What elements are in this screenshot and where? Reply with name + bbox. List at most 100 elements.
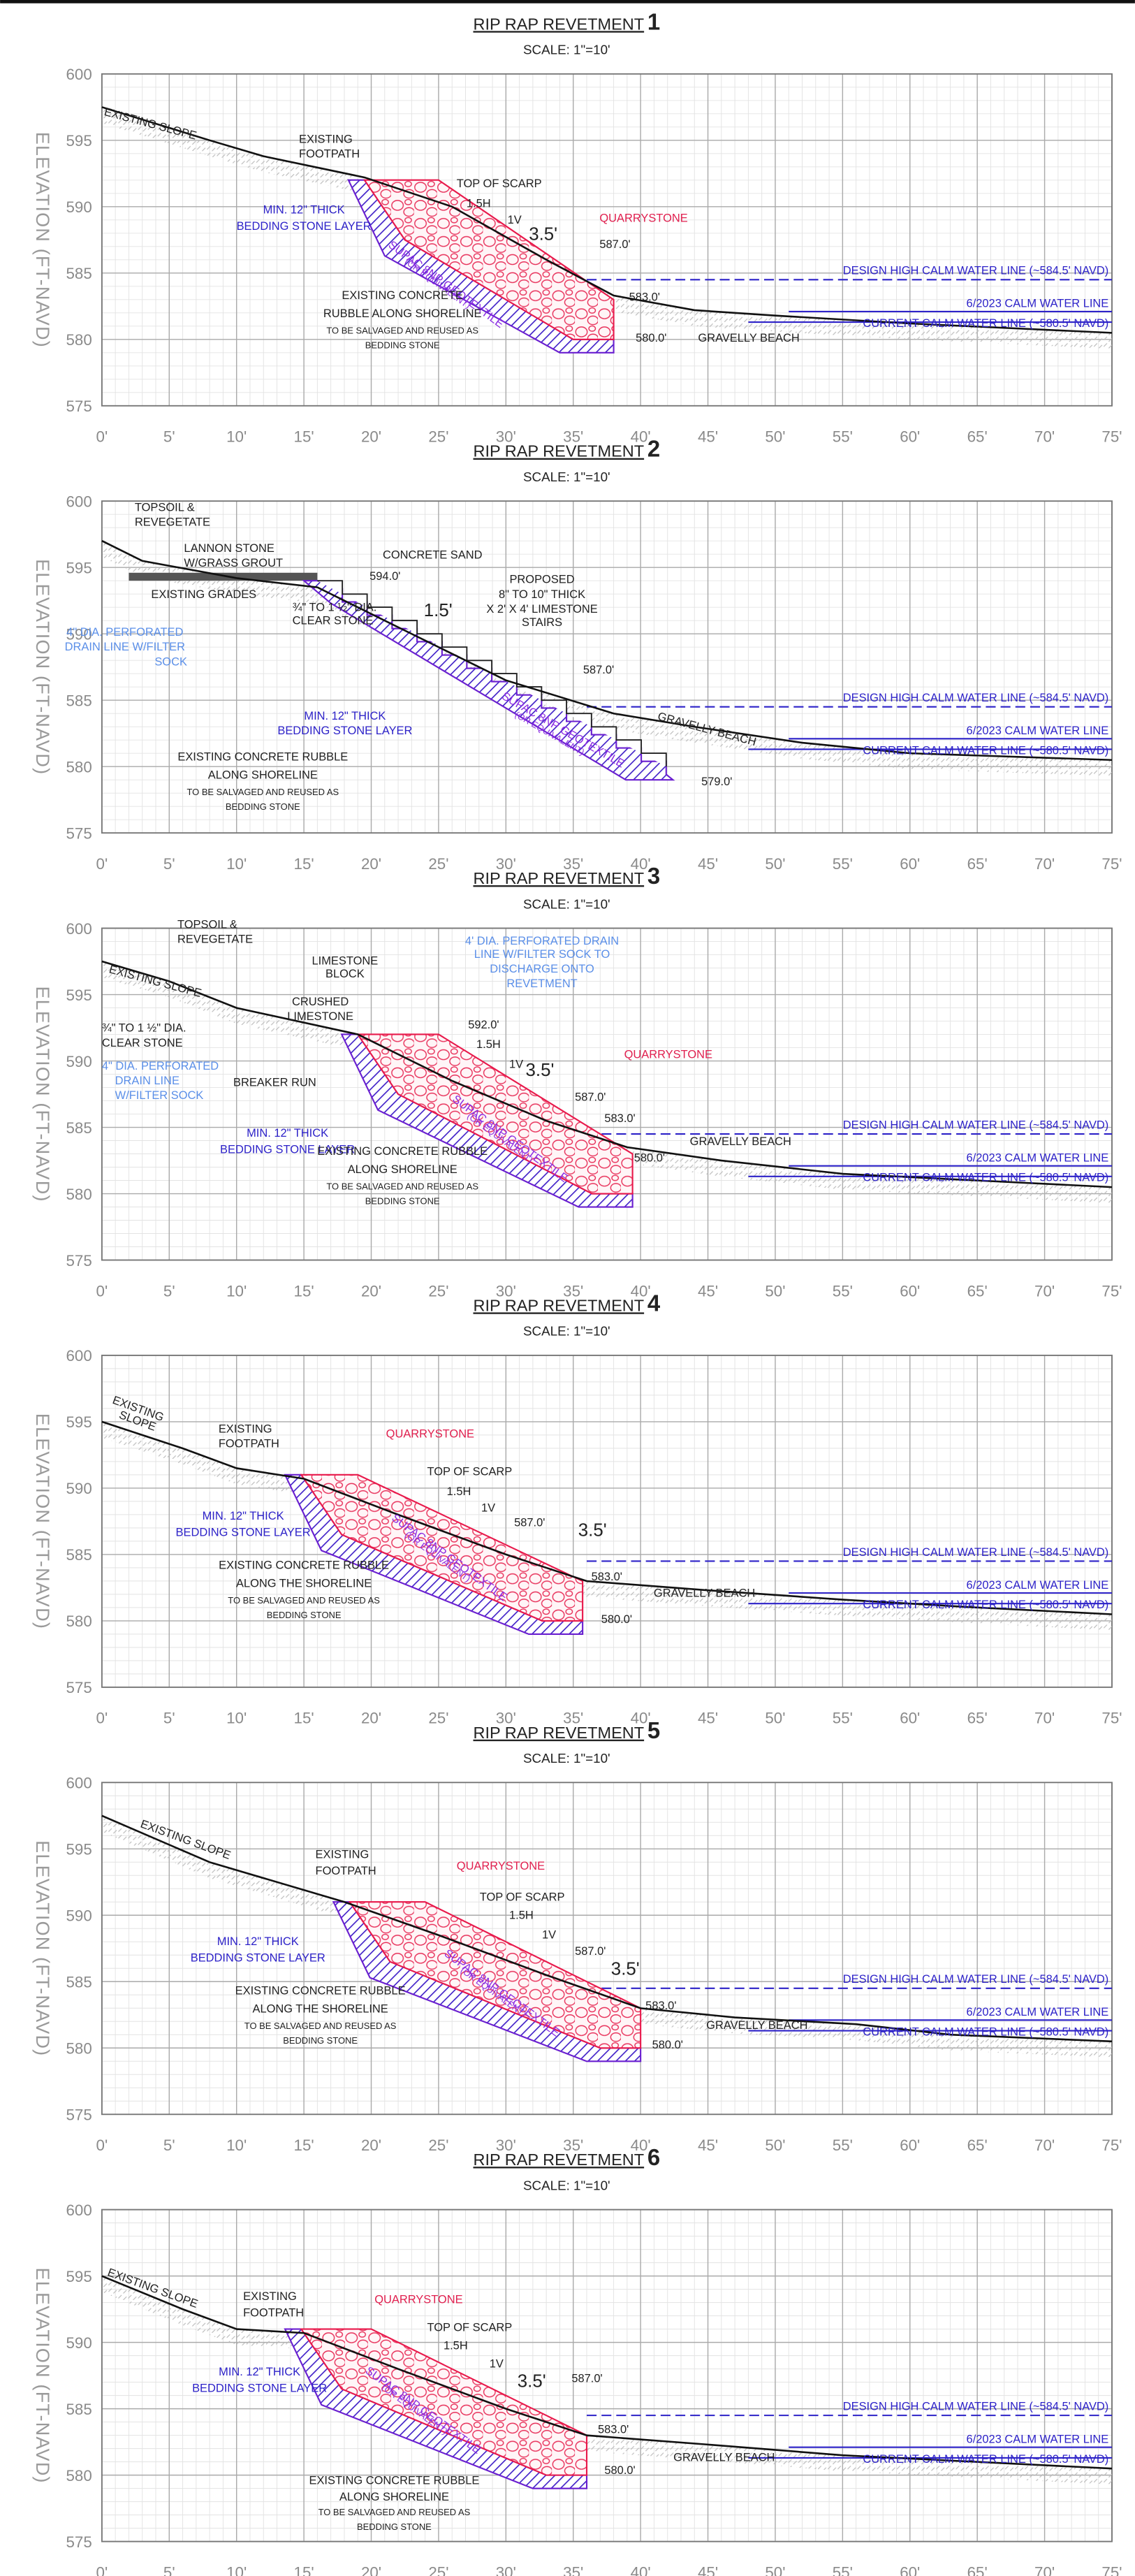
annotation: DESIGN HIGH CALM WATER LINE (~584.5' NAV… — [843, 1546, 1109, 1559]
x-tick-label: 60' — [900, 2137, 920, 2154]
x-tick-label: 5' — [163, 855, 175, 873]
x-tick-label: 75' — [1101, 855, 1122, 873]
annotation: CURRENT CALM WATER LINE (~580.5' NAVD) — [863, 744, 1108, 757]
x-tick-label: 70' — [1034, 1710, 1055, 1727]
annotation: 587.0' — [599, 238, 630, 251]
y-tick-label: 585 — [66, 2401, 92, 2418]
scale-note: SCALE: 1"=10' — [523, 2178, 610, 2192]
y-tick-label: 585 — [66, 1546, 92, 1564]
x-tick-label: 40' — [631, 2137, 651, 2154]
x-tick-label: 20' — [361, 1282, 381, 1300]
section-title: RIP RAP REVETMENT 3 — [473, 863, 660, 889]
annotation: DESIGN HIGH CALM WATER LINE (~584.5' NAV… — [843, 1973, 1109, 1986]
annotation: FOOTPATH — [316, 1865, 376, 1877]
x-tick-label: 40' — [631, 428, 651, 446]
annotation: ALONG SHORELINE — [348, 1163, 457, 1176]
x-tick-label: 45' — [698, 1282, 718, 1300]
title-number: 5 — [647, 1717, 660, 1743]
annotation: ALONG THE SHORELINE — [252, 2002, 388, 2015]
y-tick-label: 575 — [66, 824, 92, 842]
x-tick-label: 30' — [496, 1710, 516, 1727]
y-axis-label: ELEVATION (FT-NAVD) — [32, 986, 53, 1202]
x-tick-label: 15' — [294, 2563, 314, 2576]
annotation: EXISTING GRADES — [151, 588, 256, 601]
x-tick-label: 35' — [563, 2563, 583, 2576]
annotation: 4" DIA. PERFORATED — [102, 1060, 219, 1072]
annotation: BREAKER RUN — [233, 1076, 316, 1089]
title-number: 2 — [647, 436, 660, 462]
x-tick-label: 60' — [900, 1710, 920, 1727]
annotation: TO BE SALVAGED AND REUSED AS — [244, 2021, 397, 2031]
x-tick-label: 75' — [1101, 428, 1122, 446]
annotation: TO BE SALVAGED AND REUSED AS — [326, 325, 478, 335]
x-tick-label: 40' — [631, 1710, 651, 1727]
y-tick-label: 600 — [66, 66, 92, 83]
y-tick-label: 595 — [66, 2268, 92, 2285]
annotation: 580.0' — [634, 1151, 665, 1164]
existing-grade — [101, 1814, 1113, 2043]
x-tick-label: 55' — [833, 855, 853, 873]
annotation: BEDDING STONE LAYER — [192, 2382, 327, 2395]
annotation: REVEGETATE — [177, 933, 253, 946]
section-title: RIP RAP REVETMENT 6 — [473, 2144, 660, 2170]
annotation: ALONG THE SHORELINE — [236, 1577, 372, 1589]
y-tick-label: 585 — [66, 692, 92, 709]
annotation: PROPOSED — [509, 574, 574, 586]
plot-frame — [101, 500, 1113, 834]
annotation: TO BE SALVAGED AND REUSED AS — [228, 1595, 380, 1606]
x-tick-label: 35' — [563, 1282, 583, 1300]
y-tick-label: 580 — [66, 1613, 92, 1630]
annotation: ¾" TO 1 ½" DIA. — [102, 1022, 186, 1035]
y-tick-label: 580 — [66, 758, 92, 776]
y-tick-label: 590 — [66, 2334, 92, 2352]
y-tick-label: 585 — [66, 265, 92, 282]
section-title: RIP RAP REVETMENT 4 — [473, 1290, 660, 1316]
y-tick-label: 600 — [66, 1775, 92, 1792]
annotation: 1V — [509, 1058, 523, 1070]
annotation: BEDDING STONE LAYER — [176, 1527, 311, 1539]
x-tick-label: 70' — [1034, 2563, 1055, 2576]
annotation: DRAIN LINE — [115, 1075, 180, 1087]
x-tick-label: 0' — [96, 1282, 108, 1300]
y-axis-label: ELEVATION (FT-NAVD) — [32, 132, 53, 348]
x-tick-label: 5' — [163, 1710, 175, 1727]
top-bar — [0, 0, 1135, 3]
annotation: FOOTPATH — [219, 1438, 279, 1450]
annotation: 580.0' — [601, 1613, 632, 1626]
annotation: W/GRASS GROUT — [184, 557, 283, 569]
annotation: EXISTING CONCRETE RUBBLE — [219, 1559, 389, 1572]
x-tick-label: 35' — [563, 855, 583, 873]
annotation: SOCK — [154, 655, 187, 668]
annotation: 6/2023 CALM WATER LINE — [967, 2433, 1109, 2446]
annotation: 579.0' — [701, 776, 732, 788]
annotation: FOOTPATH — [243, 2306, 304, 2319]
annotation: RUBBLE ALONG SHORELINE — [323, 307, 482, 320]
y-axis-label: ELEVATION (FT-NAVD) — [32, 1840, 53, 2056]
x-tick-label: 30' — [496, 2563, 516, 2576]
y-tick-label: 580 — [66, 331, 92, 349]
annotation: DESIGN HIGH CALM WATER LINE (~584.5' NAV… — [843, 265, 1109, 277]
section-title: RIP RAP REVETMENT 2 — [473, 436, 660, 462]
scale-note: SCALE: 1"=10' — [523, 43, 610, 57]
section-panel: RIP RAP REVETMENT 2 SCALE: 1"=10' 0' 5' 10' 15… — [32, 436, 1122, 873]
annotation: LANNON STONE — [184, 542, 274, 555]
x-tick-label: 35' — [563, 1710, 583, 1727]
annotation: DESIGN HIGH CALM WATER LINE (~584.5' NAV… — [843, 692, 1109, 704]
quarrystone — [300, 2328, 588, 2476]
title-text: RIP RAP REVETMENT — [473, 869, 644, 887]
annotation: 587.0' — [575, 1091, 606, 1103]
y-tick-label: 590 — [66, 1907, 92, 1924]
annotation: 1.5H — [447, 1485, 471, 1498]
annotation: 1V — [542, 1929, 556, 1942]
annotation: TOPSOIL & — [135, 501, 195, 514]
quarrystone — [300, 1473, 584, 1622]
annotation: DISCHARGE ONTO — [490, 963, 594, 975]
x-tick-label: 45' — [698, 2563, 718, 2576]
annotation: 6/2023 CALM WATER LINE — [967, 725, 1109, 737]
annotation: EXISTING CONCRETE RUBBLE — [177, 751, 348, 764]
x-tick-label: 50' — [765, 428, 785, 446]
existing-grade — [101, 960, 1113, 1188]
plot-frame — [101, 927, 1113, 1261]
y-tick-label: 595 — [66, 132, 92, 150]
annotation: TO BE SALVAGED AND REUSED AS — [187, 787, 339, 797]
